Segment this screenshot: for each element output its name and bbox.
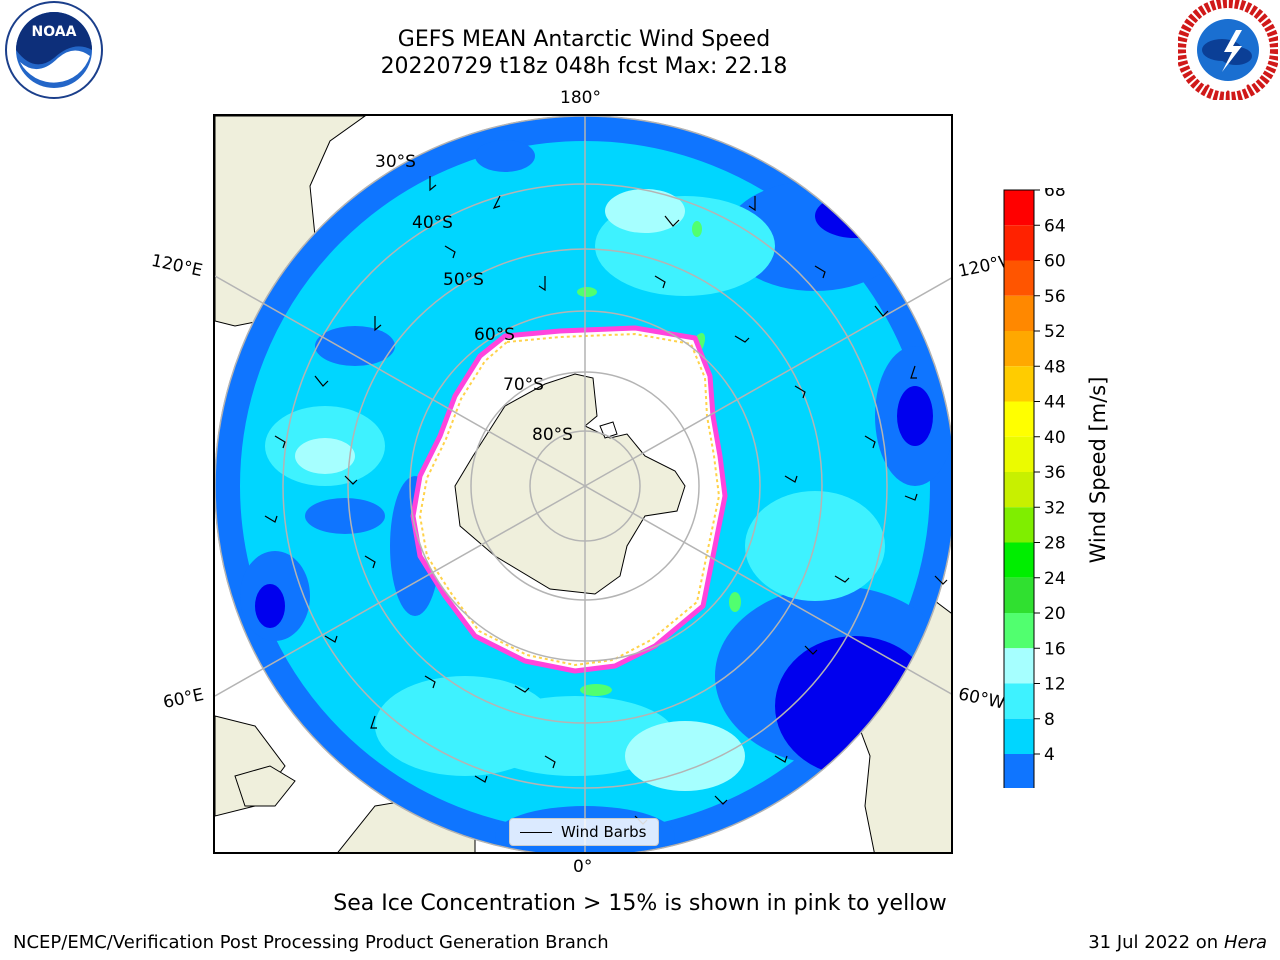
lon-label-0: 0° (573, 857, 593, 877)
footer-host: Hera (1223, 932, 1267, 953)
colorbar-cell (1004, 401, 1034, 437)
lon-label-60w: 60°W (956, 684, 1007, 714)
colorbar-cell (1004, 331, 1034, 367)
footer-date-text: 31 Jul 2022 on (1088, 932, 1224, 953)
colorbar-cell (1004, 190, 1034, 226)
colorbar-cell (1004, 683, 1034, 719)
lat-label-50s: 50°S (443, 270, 484, 290)
svg-text:NOAA: NOAA (32, 24, 77, 40)
nws-logo (1178, 0, 1278, 100)
lat-label-60s: 60°S (474, 325, 515, 345)
chart-subtitle-forecast: 20220729 t18z 048h fcst Max: 22.18 (380, 54, 788, 79)
colorbar-tick-label: 56 (1044, 287, 1066, 307)
lon-label-60e: 60°E (161, 684, 206, 714)
lat-label-40s: 40°S (412, 213, 453, 233)
colorbar: 68 64 60 56 52 48 44 40 36 32 28 24 20 16 12 8 4 (1003, 188, 1066, 788)
colorbar-outline (1003, 189, 1035, 788)
colorbar-tick-label: 4 (1044, 745, 1055, 765)
lat-label-70s: 70°S (503, 375, 544, 395)
colorbar-tick-label: 12 (1044, 675, 1066, 695)
colorbar-cell (1004, 260, 1034, 296)
colorbar-cell (1004, 472, 1034, 508)
wind-barbs (264, 176, 948, 825)
lon-label-180: 180° (560, 88, 601, 108)
land-antarctica (454, 373, 686, 595)
lat-label-30s: 30°S (375, 152, 416, 172)
lon-label-120e: 120°E (149, 250, 205, 282)
graticule (215, 116, 951, 852)
colorbar-cell (1004, 613, 1034, 649)
colorbar-cell (1004, 295, 1034, 331)
colorbar-tick-label: 20 (1044, 604, 1066, 624)
legend-line-swatch (520, 832, 552, 833)
map-panel (213, 114, 953, 854)
colorbar-tick-label: 32 (1044, 498, 1066, 518)
sea-ice-note: Sea Ice Concentration > 15% is shown in … (333, 891, 947, 916)
colorbar-cell (1004, 436, 1034, 472)
colorbar-tick-label: 24 (1044, 569, 1066, 589)
chart-title: GEFS MEAN Antarctic Wind Speed (397, 27, 771, 52)
colorbar-tick-label: 28 (1044, 534, 1066, 554)
legend: Wind Barbs (509, 818, 659, 846)
footer-credit: NCEP/EMC/Verification Post Processing Pr… (13, 932, 609, 953)
colorbar-tick-label: 64 (1044, 216, 1066, 236)
colorbar-tick-label: 40 (1044, 428, 1066, 448)
noaa-logo: NOAA (5, 1, 103, 99)
lat-label-80s: 80°S (532, 425, 573, 445)
colorbar-tick-label: 8 (1044, 710, 1055, 730)
colorbar-tick-label: 52 (1044, 322, 1066, 342)
footer-date: 31 Jul 2022 on Hera (1088, 932, 1267, 953)
colorbar-label: Wind Speed [m/s] (1086, 376, 1110, 564)
colorbar-tick-label: 68 (1044, 188, 1066, 201)
colorbar-tick-label: 36 (1044, 463, 1066, 483)
colorbar-tick-label: 44 (1044, 393, 1066, 413)
colorbar-tick-label: 60 (1044, 252, 1066, 272)
colorbar-cell (1004, 577, 1034, 613)
colorbar-cell (1004, 648, 1034, 684)
colorbar-cell (1004, 507, 1034, 543)
land-small-island (234, 765, 296, 807)
polar-map (215, 116, 951, 852)
colorbar-cell (1004, 225, 1034, 261)
colorbar-cell (1004, 542, 1034, 578)
colorbar-tick-label: 16 (1044, 639, 1066, 659)
colorbar-cell (1004, 754, 1034, 788)
colorbar-cell (1004, 366, 1034, 402)
colorbar-cell (1004, 718, 1034, 754)
colorbar-tick-label: 48 (1044, 357, 1066, 377)
legend-label: Wind Barbs (561, 823, 647, 841)
